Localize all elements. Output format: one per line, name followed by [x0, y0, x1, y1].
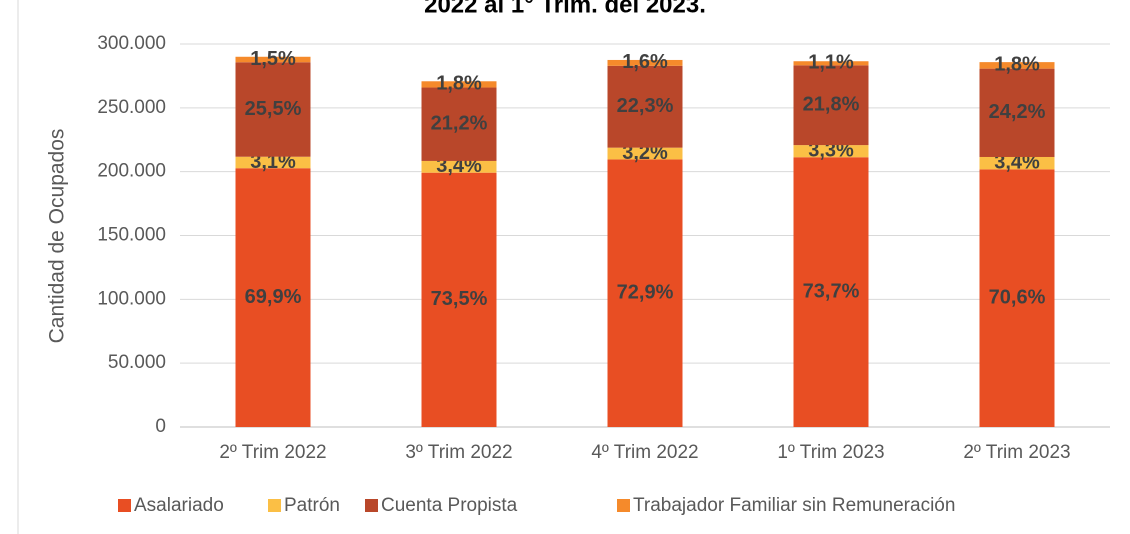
y-tick-label: 150.000 — [97, 225, 166, 246]
legend-swatch — [365, 499, 378, 512]
data-label: 22,3% — [617, 95, 674, 117]
data-label: 72,9% — [617, 281, 674, 303]
bar-segment — [235, 156, 311, 169]
bar-segment — [793, 61, 869, 66]
legend-swatch — [617, 499, 630, 512]
bar-segment — [607, 65, 683, 148]
bar-segment — [979, 169, 1055, 428]
legend-label: Cuenta Propista — [381, 495, 518, 516]
chart-title: 2022 al 1° Trim. del 2023. — [424, 0, 706, 18]
data-label: 73,5% — [431, 288, 488, 310]
data-label: 69,9% — [245, 286, 302, 308]
data-label: 70,6% — [989, 286, 1046, 308]
x-tick-label: 3º Trim 2022 — [405, 442, 512, 463]
data-label: 24,2% — [989, 101, 1046, 123]
bar-segment — [979, 62, 1055, 69]
y-tick-label: 0 — [155, 416, 166, 437]
data-label: 21,8% — [803, 93, 860, 115]
bar-segment — [607, 59, 683, 66]
bar-segment — [979, 68, 1055, 157]
bar-segment — [793, 65, 869, 146]
data-label: 1,6% — [622, 51, 668, 73]
data-label: 1,8% — [436, 73, 482, 95]
legend-label: Asalariado — [134, 495, 224, 516]
legend-swatch — [268, 499, 281, 512]
data-label: 25,5% — [245, 98, 302, 120]
legend-label: Trabajador Familiar sin Remuneración — [633, 495, 955, 516]
bar-segment — [607, 147, 683, 160]
bar-segment — [793, 145, 869, 158]
bar-segment — [793, 157, 869, 427]
data-label: 1,5% — [250, 48, 296, 70]
legend-label: Patrón — [284, 495, 340, 516]
data-label: 21,2% — [431, 113, 488, 135]
data-label: 73,7% — [803, 280, 860, 302]
y-axis-label: Cantidad de Ocupados — [46, 129, 69, 344]
x-tick-label: 1º Trim 2023 — [777, 442, 884, 463]
bar-segment — [421, 87, 497, 161]
bar-segment — [421, 81, 497, 88]
y-tick-label: 250.000 — [97, 97, 166, 118]
bar-segment — [235, 56, 311, 63]
y-tick-label: 50.000 — [108, 352, 166, 373]
x-tick-label: 2º Trim 2023 — [963, 442, 1070, 463]
bar-segment — [235, 62, 311, 157]
data-label: 1,1% — [808, 52, 854, 74]
bar-segment — [421, 160, 497, 173]
legend-swatch — [118, 499, 131, 512]
bar-segment — [979, 156, 1055, 170]
bar-segment — [421, 172, 497, 427]
y-tick-label: 300.000 — [97, 33, 166, 54]
bar-segment — [607, 159, 683, 428]
bar-segment — [235, 168, 311, 427]
data-label: 1,8% — [994, 54, 1040, 76]
x-tick-label: 2º Trim 2022 — [219, 442, 326, 463]
y-tick-label: 200.000 — [97, 161, 166, 182]
x-tick-label: 4º Trim 2022 — [591, 442, 698, 463]
y-tick-label: 100.000 — [97, 288, 166, 309]
